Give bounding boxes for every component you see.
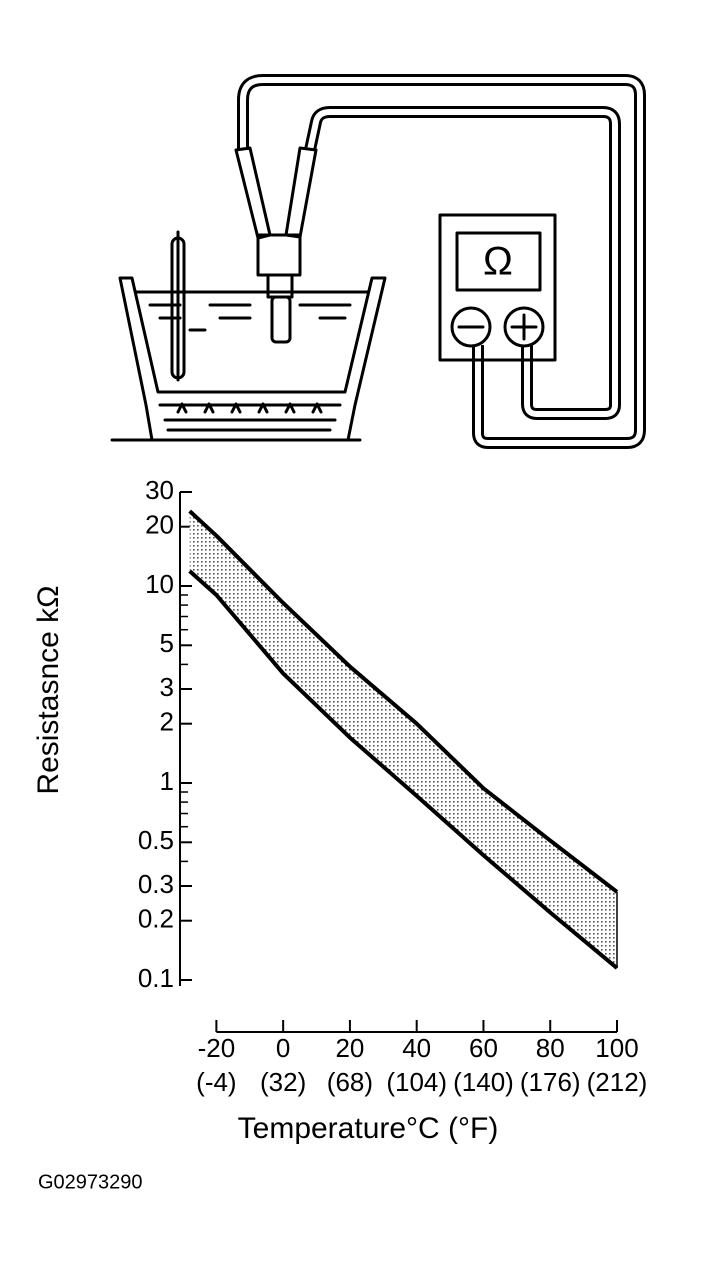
meter-symbol: Ω <box>483 240 513 284</box>
y-tick-label: 0.5 <box>138 825 174 855</box>
y-tick-label: 0.1 <box>138 963 174 993</box>
curve <box>188 569 619 970</box>
y-tick-label: 1 <box>160 766 174 796</box>
y-tick-label: 5 <box>160 628 174 658</box>
x-tick-label-secondary: (68) <box>327 1067 373 1097</box>
figure-code: G02973290 <box>38 1171 143 1193</box>
x-tick-label: 80 <box>536 1033 565 1063</box>
x-tick-label: 60 <box>469 1033 498 1063</box>
x-tick-label-secondary: (104) <box>386 1067 447 1097</box>
y-tick-label: 0.2 <box>138 904 174 934</box>
y-tick-label: 3 <box>160 672 174 702</box>
y-tick-label: 2 <box>160 707 174 737</box>
x-tick-label-secondary: (176) <box>520 1067 581 1097</box>
chart: 0.1 0.2 0.3 0.5 1 2 3 5 10 20 30 -20 (-4) 0 (32) 20 (68)… <box>32 475 647 1145</box>
y-axis-label: Resistasnce kΩ <box>32 585 65 794</box>
y-tick-label: 10 <box>145 569 174 599</box>
x-tick-label: 20 <box>335 1033 364 1063</box>
x-tick-label: 0 <box>276 1033 290 1063</box>
y-tick-label: 20 <box>145 510 174 540</box>
x-tick-label: 100 <box>595 1033 638 1063</box>
illustration: Ω <box>110 74 646 449</box>
x-tick-label: 40 <box>402 1033 431 1063</box>
x-tick-label-secondary: (212) <box>587 1067 648 1097</box>
x-tick-label-secondary: (32) <box>260 1067 306 1097</box>
x-axis-label: Temperature°C (°F) <box>238 1112 499 1145</box>
x-tick-label-secondary: (-4) <box>196 1067 236 1097</box>
band-fill <box>189 511 617 969</box>
x-tick-label-secondary: (140) <box>453 1067 514 1097</box>
y-tick-label: 30 <box>145 475 174 505</box>
y-tick-label: 0.3 <box>138 869 174 899</box>
curve <box>188 509 619 894</box>
x-tick-label: -20 <box>198 1033 236 1063</box>
